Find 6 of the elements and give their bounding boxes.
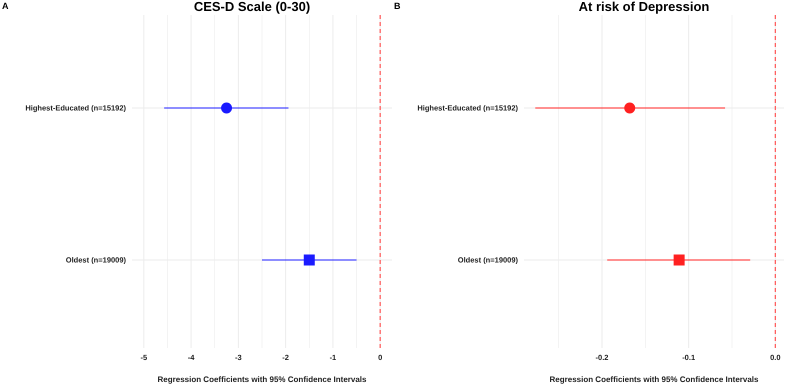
text: B (394, 1, 401, 11)
chart-title: At risk of Depression (578, 0, 710, 14)
x-axis-title: Regression Coefficients with 95% Confidence Intervals (550, 375, 760, 384)
text: A (2, 1, 9, 11)
x-axis-title: Regression Coefficients with 95% Confidence Intervals (158, 375, 368, 384)
chart-title: CES-D Scale (0-30) (194, 0, 310, 14)
